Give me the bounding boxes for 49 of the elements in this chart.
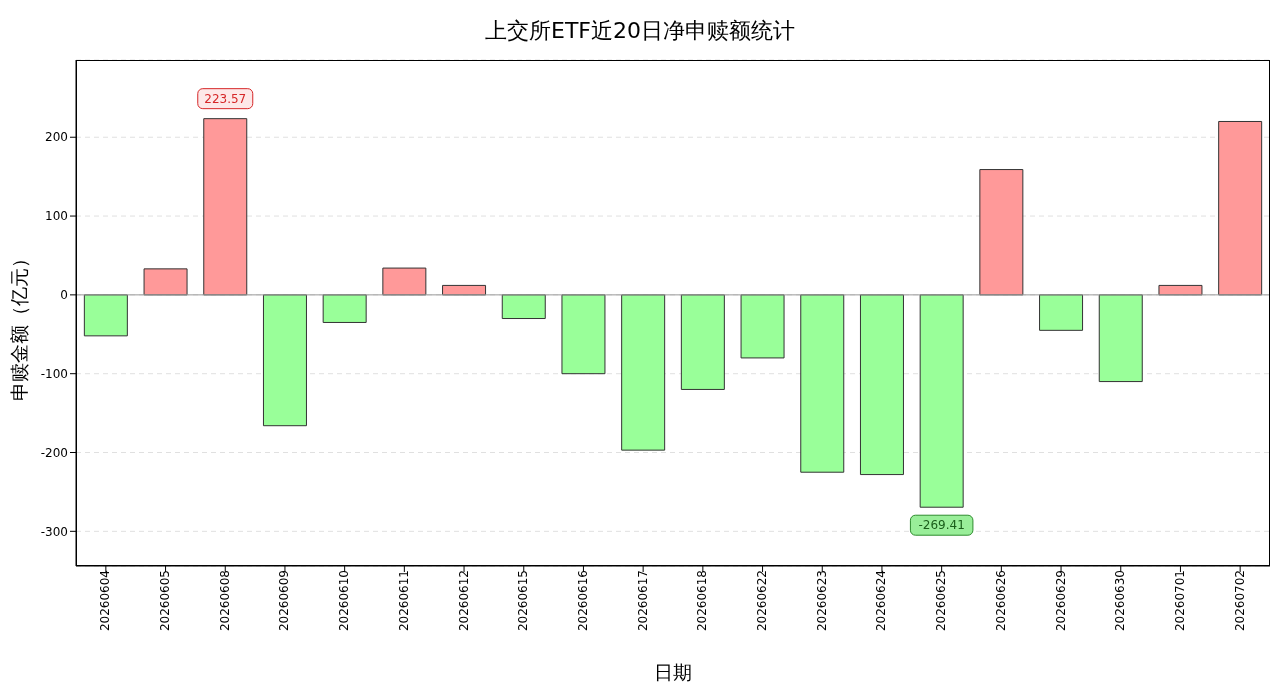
bar — [501, 294, 546, 320]
y-tick-label: 200 — [45, 130, 68, 145]
x-tick-label: 20260626 — [993, 570, 1008, 632]
x-tick-label: 20260611 — [396, 570, 411, 632]
bar — [740, 294, 785, 359]
bar — [800, 294, 845, 473]
bar — [859, 294, 904, 476]
x-tick-label: 20260604 — [98, 570, 113, 632]
x-tick-label: 20260625 — [934, 570, 949, 632]
x-tick-label: 20260605 — [158, 570, 173, 632]
y-tick-label: -100 — [40, 366, 68, 381]
x-tick-label: 20260610 — [337, 570, 352, 632]
bar — [262, 294, 307, 427]
x-tick-label: 20260629 — [1053, 570, 1068, 632]
x-tick-label: 20260701 — [1172, 570, 1187, 632]
bar — [143, 268, 188, 296]
x-axis-title: 日期 — [653, 660, 693, 685]
y-axis-title: 申赎金额（亿元） — [7, 249, 31, 401]
x-tick-label: 20260616 — [575, 570, 590, 632]
x-tick-label: 20260702 — [1232, 570, 1247, 632]
x-tick-label: 20260617 — [635, 570, 650, 632]
bar — [621, 294, 666, 451]
bar — [979, 169, 1024, 296]
bar — [83, 294, 128, 337]
data-label: -269.41 — [918, 518, 965, 533]
x-tick-label: 20260608 — [217, 570, 232, 632]
bar — [919, 294, 964, 508]
bar — [1098, 294, 1143, 383]
y-tick-label: 100 — [45, 209, 68, 224]
x-tick-label: 20260623 — [814, 570, 829, 632]
x-tick-label: 20260622 — [755, 570, 770, 632]
x-tick-label: 20260630 — [1113, 570, 1128, 632]
bar — [203, 118, 248, 296]
x-tick-label: 20260609 — [277, 570, 292, 632]
x-tick-label: 20260612 — [456, 570, 471, 632]
x-tick-label: 20260618 — [695, 570, 710, 632]
bar — [1039, 294, 1084, 331]
bar — [1218, 120, 1263, 296]
x-tick-label: 20260615 — [516, 570, 531, 632]
y-tick-label: -300 — [40, 524, 68, 539]
y-tick-label: 0 — [60, 288, 68, 303]
bar — [322, 294, 367, 323]
bar — [561, 294, 606, 375]
x-tick-label: 20260624 — [874, 570, 889, 632]
data-label: 223.57 — [204, 91, 247, 106]
bar — [382, 267, 427, 296]
bar — [680, 294, 725, 390]
chart-title: 上交所ETF近20日净申赎额统计 — [484, 17, 796, 45]
y-tick-label: -200 — [40, 445, 68, 460]
